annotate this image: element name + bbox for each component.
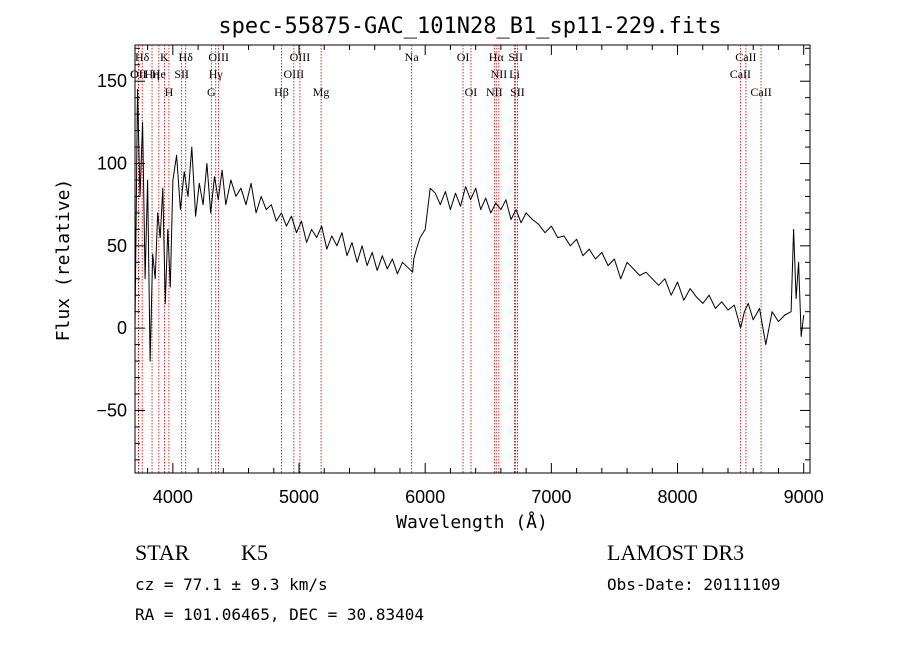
x-tick-label: 4000 (153, 487, 193, 507)
spectral-line-label: Hγ (209, 67, 224, 81)
spectral-line-label: OIII (208, 50, 229, 64)
spectral-line-label: Hβ (274, 85, 289, 99)
spectral-line-label: SII (510, 85, 525, 99)
spectral-line-label: NII (486, 85, 503, 99)
y-axis-label: Flux (relative) (53, 179, 74, 342)
spectral-line-label: OIII (284, 67, 305, 81)
spectral-line-label: OI (465, 85, 478, 99)
survey-name: LAMOST DR3 (607, 540, 744, 565)
spectral-line-label: OI (457, 50, 470, 64)
spectral-line-label: Mg (313, 85, 330, 99)
spectral-line-label: OII (130, 67, 147, 81)
spectral-line-label: SII (508, 50, 523, 64)
y-tick-label: 100 (97, 154, 127, 174)
spectral-line-label: Hα (489, 50, 505, 64)
spectral-line-label: H (165, 85, 174, 99)
x-tick-label: 8000 (657, 487, 697, 507)
x-axis: 4000 5000 6000 7000 8000 9000 (147, 45, 824, 507)
spectral-line-label: SII (174, 67, 189, 81)
spectrum-series (134, 88, 805, 362)
spectral-line-label: G (207, 85, 216, 99)
spectral-line-label: Hδ (135, 50, 150, 64)
y-tick-label: −50 (96, 400, 127, 420)
spectral-line-label: He (152, 67, 166, 81)
spectral-line-label: Na (405, 50, 420, 64)
spectral-line-label: CaII (730, 67, 751, 81)
spectral-line-label: CaII (750, 85, 771, 99)
y-axis: −50 0 50 100 150 (96, 47, 810, 461)
redshift-text: cz = 77.1 ± 9.3 km/s (135, 575, 328, 594)
spectral-line-label: NII (491, 67, 508, 81)
y-tick-label: 0 (117, 318, 127, 338)
x-tick-label: 7000 (531, 487, 571, 507)
x-tick-label: 6000 (405, 487, 445, 507)
spectral-line-label: Hη (145, 67, 160, 81)
spectrum-line (134, 88, 805, 362)
plot-frame (134, 44, 811, 474)
x-tick-label: 9000 (784, 487, 824, 507)
spectral-line-label: CaII (735, 50, 756, 64)
x-tick-label: 5000 (279, 487, 319, 507)
object-class: STAR (135, 540, 190, 565)
spectral-line-label: Li (509, 67, 520, 81)
spectral-line-label: OIII (290, 50, 311, 64)
spectral-line-label: Hδ (179, 50, 194, 64)
object-subclass: K5 (241, 540, 268, 565)
y-tick-label: 150 (97, 71, 127, 91)
x-axis-label: Wavelength (Å) (396, 511, 548, 533)
coordinates-text: RA = 101.06465, DEC = 30.83404 (135, 605, 424, 624)
spectral-line-label: K (160, 50, 169, 64)
obs-date: Obs-Date: 20111109 (607, 575, 780, 594)
spectral-line-label: OII (130, 67, 147, 81)
chart-title: spec-55875-GAC_101N28_B1_sp11-229.fits (218, 14, 721, 39)
y-tick-label: 50 (107, 236, 127, 256)
